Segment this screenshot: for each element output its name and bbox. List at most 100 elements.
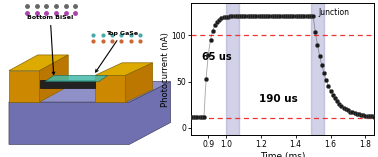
Point <box>321 72 327 75</box>
Text: 65 us: 65 us <box>202 52 232 62</box>
Point <box>229 15 235 17</box>
Point <box>338 105 344 107</box>
Polygon shape <box>9 82 170 102</box>
Point <box>295 15 301 17</box>
Point <box>203 78 209 80</box>
Point <box>205 54 211 56</box>
Point <box>277 15 284 17</box>
Point <box>336 103 342 105</box>
Point <box>256 15 262 17</box>
Y-axis label: Photocurrent (nA): Photocurrent (nA) <box>161 32 170 106</box>
Point <box>317 55 323 57</box>
Polygon shape <box>39 55 68 102</box>
Point <box>260 15 266 17</box>
Text: 190 us: 190 us <box>259 94 298 104</box>
Point <box>354 113 360 115</box>
Point <box>249 15 255 17</box>
Point <box>365 115 371 117</box>
Polygon shape <box>95 75 125 102</box>
Point <box>297 15 303 17</box>
Point <box>214 20 220 23</box>
Point <box>330 94 336 96</box>
Polygon shape <box>45 75 108 82</box>
Point <box>266 15 273 17</box>
Polygon shape <box>9 55 68 71</box>
Point <box>282 15 288 17</box>
Point <box>273 15 279 17</box>
Point <box>299 15 305 17</box>
Point <box>371 115 377 118</box>
Point <box>231 15 237 17</box>
Point <box>238 15 244 17</box>
X-axis label: Time (ms): Time (ms) <box>260 152 305 157</box>
Point <box>199 116 205 119</box>
Point <box>210 30 216 32</box>
Point <box>312 30 318 33</box>
Polygon shape <box>9 82 170 144</box>
Point <box>310 15 316 17</box>
Point <box>352 112 358 114</box>
Point <box>192 116 198 119</box>
Text: Bottom BiSeI: Bottom BiSeI <box>27 15 73 74</box>
Point <box>236 15 242 17</box>
Point <box>264 15 270 17</box>
Point <box>325 85 332 87</box>
Point <box>242 15 248 17</box>
Point <box>269 15 275 17</box>
Bar <box>311 3 324 135</box>
Bar <box>226 3 239 135</box>
Point <box>360 114 366 116</box>
Text: Top GaSe: Top GaSe <box>96 31 138 72</box>
Polygon shape <box>39 80 95 88</box>
Point <box>288 15 294 17</box>
Point <box>367 115 373 117</box>
Point <box>279 15 286 17</box>
Point <box>221 16 227 19</box>
Point <box>247 15 253 17</box>
Polygon shape <box>125 63 153 102</box>
Point <box>223 16 229 18</box>
Point <box>240 15 246 17</box>
Point <box>314 43 321 46</box>
Point <box>275 15 281 17</box>
Point <box>194 116 200 119</box>
Point <box>332 97 338 100</box>
Text: Junction: Junction <box>318 8 349 17</box>
Point <box>369 115 375 118</box>
Point <box>262 15 268 17</box>
Point <box>201 116 207 119</box>
Point <box>286 15 292 17</box>
Point <box>284 15 290 17</box>
Point <box>227 15 233 18</box>
Point <box>290 15 296 17</box>
Point <box>358 114 364 116</box>
Point <box>271 15 277 17</box>
Point <box>356 113 362 116</box>
Point <box>208 39 214 41</box>
Polygon shape <box>95 63 153 75</box>
Point <box>343 108 349 110</box>
Point <box>197 116 203 119</box>
Point <box>253 15 259 17</box>
Point <box>293 15 299 17</box>
Point <box>347 110 353 113</box>
Point <box>306 15 312 17</box>
Point <box>190 116 196 119</box>
Point <box>245 15 251 17</box>
Point <box>212 24 218 27</box>
Point <box>328 89 334 92</box>
Polygon shape <box>9 71 39 102</box>
Point <box>341 106 347 109</box>
Point <box>258 15 264 17</box>
Point <box>301 15 307 17</box>
Point <box>308 15 314 17</box>
Point <box>218 17 225 19</box>
Point <box>225 15 231 18</box>
Point <box>251 15 257 17</box>
Point <box>345 109 351 112</box>
Point <box>323 79 329 81</box>
Point <box>216 18 222 21</box>
Point <box>334 100 340 103</box>
Point <box>234 15 240 17</box>
Point <box>349 111 355 114</box>
